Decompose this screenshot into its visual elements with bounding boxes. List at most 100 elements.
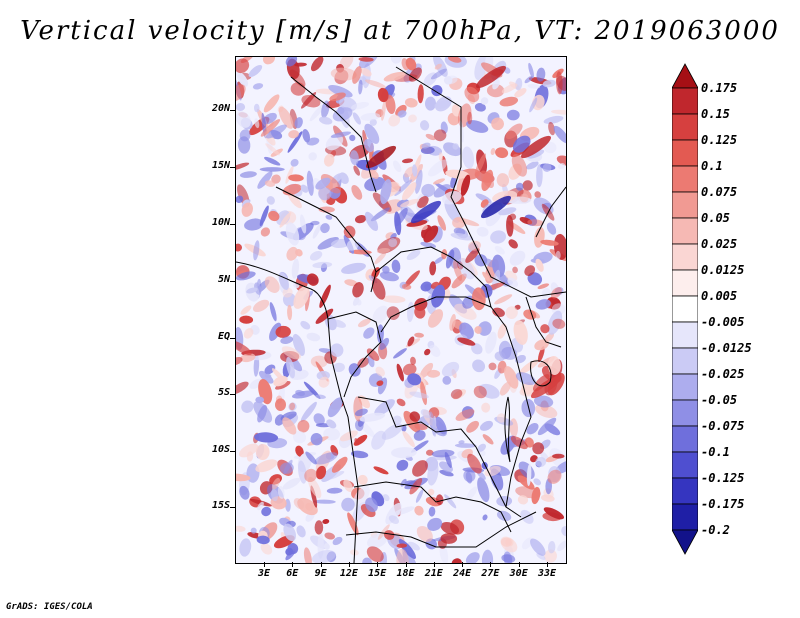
downdraft-cell — [388, 515, 399, 524]
downdraft-cell — [305, 451, 317, 465]
downdraft-cell — [264, 156, 281, 166]
updraft-cell — [451, 558, 462, 563]
updraft-cell — [434, 63, 442, 70]
updraft-cell — [534, 339, 549, 351]
updraft-cell — [537, 346, 545, 363]
updraft-cell — [369, 169, 379, 179]
updraft-cell — [497, 323, 507, 339]
updraft-cell — [408, 67, 422, 82]
updraft-cell — [414, 423, 428, 431]
downdraft-cell — [326, 487, 343, 494]
downdraft-cell — [309, 103, 325, 122]
updraft-cell — [241, 202, 253, 217]
updraft-cell — [339, 57, 354, 70]
downdraft-cell — [536, 67, 546, 82]
updraft-cell — [262, 57, 276, 65]
updraft-cell — [396, 398, 406, 407]
downdraft-cell — [474, 57, 488, 80]
downdraft-cell — [496, 510, 512, 522]
downdraft-cell — [529, 97, 538, 113]
updraft-cell — [466, 420, 479, 433]
updraft-cell — [410, 356, 416, 366]
downdraft-cell — [509, 250, 526, 266]
updraft-cell — [482, 271, 491, 282]
updraft-cell — [294, 62, 307, 67]
downdraft-cell — [494, 351, 506, 362]
updraft-cell — [339, 430, 358, 442]
downdraft-cell — [350, 450, 369, 459]
updraft-cell — [551, 109, 566, 115]
lat-tick-mark — [230, 394, 235, 395]
downdraft-cell — [528, 62, 534, 79]
updraft-cell — [377, 524, 390, 540]
downdraft-cell — [264, 373, 272, 378]
updraft-cell — [499, 96, 519, 107]
lon-tick-label: 30E — [509, 568, 528, 579]
lat-tick-label: 5N — [217, 274, 230, 285]
updraft-cell — [324, 532, 336, 540]
colorbar-segment — [672, 477, 698, 505]
updraft-cell — [400, 198, 420, 208]
updraft-cell — [433, 129, 447, 142]
colorbar-segment — [672, 191, 698, 219]
downdraft-cell — [415, 489, 424, 503]
updraft-cell — [315, 465, 327, 480]
updraft-cell — [490, 147, 496, 156]
downdraft-cell — [377, 377, 388, 395]
updraft-cell — [287, 192, 302, 209]
downdraft-cell — [536, 164, 543, 188]
downdraft-cell — [236, 195, 244, 204]
updraft-cell — [282, 287, 293, 298]
updraft-cell — [236, 381, 249, 395]
downdraft-cell — [533, 251, 553, 264]
strong-feature — [365, 145, 397, 169]
updraft-cell — [285, 165, 294, 184]
border-drc-east — [490, 306, 532, 518]
downdraft-cell — [409, 391, 429, 399]
updraft-cell — [427, 309, 444, 328]
updraft-cell — [366, 348, 380, 361]
lon-tick-mark — [490, 562, 492, 567]
updraft-cell — [238, 443, 259, 458]
updraft-cell — [440, 533, 458, 544]
downdraft-cell — [443, 142, 462, 157]
updraft-cell — [447, 57, 462, 63]
downdraft-cell — [280, 336, 294, 344]
updraft-cell — [265, 143, 280, 156]
updraft-cell — [544, 332, 555, 342]
downdraft-cell — [313, 499, 336, 504]
updraft-cell — [295, 248, 303, 257]
updraft-cell — [314, 520, 324, 535]
updraft-cell — [544, 549, 557, 563]
border-ethiopia — [535, 186, 566, 238]
downdraft-cell — [512, 135, 531, 153]
lat-tick-label: 10S — [211, 444, 230, 455]
updraft-cell — [275, 325, 291, 338]
updraft-cell — [264, 276, 280, 293]
downdraft-cell — [254, 282, 262, 295]
updraft-cell — [310, 355, 328, 368]
country-borders — [236, 66, 566, 563]
colorbar-segment — [672, 269, 698, 297]
updraft-cell — [318, 206, 335, 213]
updraft-cell — [287, 304, 293, 321]
downdraft-cell — [444, 199, 460, 223]
downdraft-cell — [341, 262, 366, 274]
downdraft-cell — [543, 141, 557, 154]
updraft-cell — [344, 279, 358, 287]
downdraft-cell — [362, 557, 372, 563]
downdraft-cell — [477, 443, 486, 452]
downdraft-cell — [269, 302, 277, 322]
downdraft-cell — [482, 514, 488, 521]
colorbar-label: -0.175 — [701, 497, 745, 511]
updraft-cell — [506, 215, 514, 237]
updraft-cell — [547, 469, 562, 484]
downdraft-cell — [542, 163, 552, 172]
downdraft-cell — [306, 332, 321, 342]
colorbar-label: -0.1 — [701, 445, 730, 459]
updraft-cell — [293, 286, 310, 309]
updraft-cell — [376, 247, 390, 254]
updraft-cell — [508, 239, 518, 249]
colorbar-segment — [672, 347, 698, 375]
downdraft-cell — [283, 459, 293, 475]
